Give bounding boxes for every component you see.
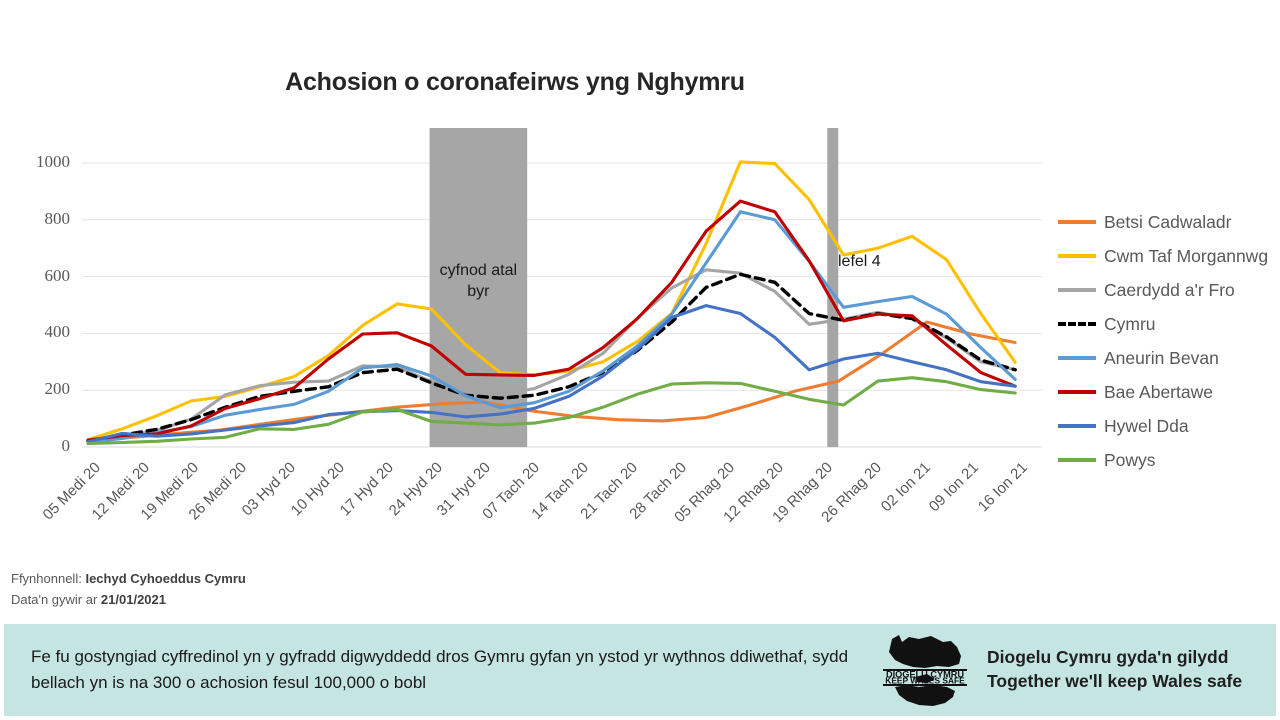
keep-wales-safe-logo: DIOGELU CYMRU KEEP WALES SAFE Diogelu Cy… bbox=[875, 633, 1242, 707]
legend-color-swatch bbox=[1058, 220, 1096, 224]
legend-color-swatch bbox=[1058, 424, 1096, 428]
legend-color-swatch bbox=[1058, 288, 1096, 292]
chart-plot-svg bbox=[82, 128, 1042, 448]
slogan-welsh: Diogelu Cymru gyda'n gilydd bbox=[987, 647, 1229, 668]
source-value: Iechyd Cyhoeddus Cymru bbox=[85, 571, 246, 586]
legend-label: Powys bbox=[1104, 449, 1156, 470]
y-axis-tick: 0 bbox=[61, 436, 71, 455]
legend-label: Caerdydd a'r Fro bbox=[1104, 279, 1235, 300]
series-line bbox=[86, 199, 1017, 442]
y-axis-tick: 600 bbox=[44, 265, 71, 285]
legend-color-swatch bbox=[1058, 458, 1096, 462]
legend-color-swatch bbox=[1058, 254, 1096, 258]
legend-item[interactable]: Cwm Taf Morgannwg bbox=[1058, 239, 1280, 273]
legend-item[interactable]: Caerdydd a'r Fro bbox=[1058, 273, 1280, 307]
legend-item[interactable]: Powys bbox=[1058, 443, 1280, 477]
data-date-line: Data'n gywir ar 21/01/2021 bbox=[11, 589, 246, 610]
source-line: Ffynhonnell: Iechyd Cyhoeddus Cymru bbox=[11, 568, 246, 589]
legend-label: Betsi Cadwaladr bbox=[1104, 211, 1232, 232]
bottom-banner: Fe fu gostyngiad cyffredinol yn y gyfrad… bbox=[4, 624, 1276, 716]
series-lines bbox=[86, 160, 1017, 446]
wales-map-icon: DIOGELU CYMRU KEEP WALES SAFE bbox=[875, 633, 973, 707]
y-axis-tick: 800 bbox=[44, 208, 71, 228]
gridlines bbox=[82, 162, 1042, 448]
legend-item[interactable]: Bae Abertawe bbox=[1058, 375, 1280, 409]
level4-annotation-label: lefel 4 bbox=[838, 253, 881, 270]
y-axis-tick: 1000 bbox=[36, 152, 70, 171]
logo-line1: DIOGELU CYMRU bbox=[886, 669, 964, 679]
legend-label: Cwm Taf Morgannwg bbox=[1104, 245, 1269, 266]
legend-item[interactable]: Cymru bbox=[1058, 307, 1280, 341]
slogan-english: Together we'll keep Wales safe bbox=[987, 671, 1243, 691]
series-line bbox=[86, 210, 1017, 445]
series-line bbox=[86, 304, 1017, 444]
legend-label: Cymru bbox=[1104, 313, 1156, 334]
page-title: Achosion o coronafeirws yng Nghymru bbox=[285, 68, 745, 96]
legend-item[interactable]: Hywel Dda bbox=[1058, 409, 1280, 443]
logo-slogan: Diogelu Cymru gyda'n gilydd Together we'… bbox=[987, 646, 1242, 693]
y-axis-tick: 200 bbox=[44, 379, 71, 399]
source-note: Ffynhonnell: Iechyd Cyhoeddus Cymru Data… bbox=[11, 568, 246, 611]
y-axis-tick: 400 bbox=[44, 322, 71, 342]
banner-message: Fe fu gostyngiad cyffredinol yn y gyfrad… bbox=[31, 646, 849, 692]
source-label: Ffynhonnell: bbox=[11, 571, 82, 586]
legend-label: Hywel Dda bbox=[1104, 415, 1189, 436]
logo-line2: KEEP WALES SAFE bbox=[885, 675, 965, 685]
line-chart: 0 200 400 600 800 1000 05 Medi 20 12 Medi 20 19… bbox=[0, 118, 1060, 558]
level4-line bbox=[827, 128, 839, 447]
legend-label: Bae Abertawe bbox=[1104, 381, 1213, 402]
legend-color-swatch bbox=[1058, 390, 1096, 394]
legend-item[interactable]: Aneurin Bevan bbox=[1058, 341, 1280, 375]
legend-item[interactable]: Betsi Cadwaladr bbox=[1058, 205, 1280, 239]
legend-label: Aneurin Bevan bbox=[1104, 347, 1219, 368]
data-date-value: 21/01/2021 bbox=[100, 592, 166, 608]
series-line bbox=[86, 376, 1017, 446]
firebreak-annotation-label: cyfnod atal byr bbox=[439, 262, 518, 300]
data-date-label: Data'n gywir ar bbox=[11, 592, 98, 608]
legend-color-swatch bbox=[1058, 322, 1096, 326]
chart-legend: Betsi Cadwaladr Cwm Taf Morgannwg Caerdydd… bbox=[1058, 205, 1280, 477]
legend-color-swatch bbox=[1058, 356, 1096, 360]
